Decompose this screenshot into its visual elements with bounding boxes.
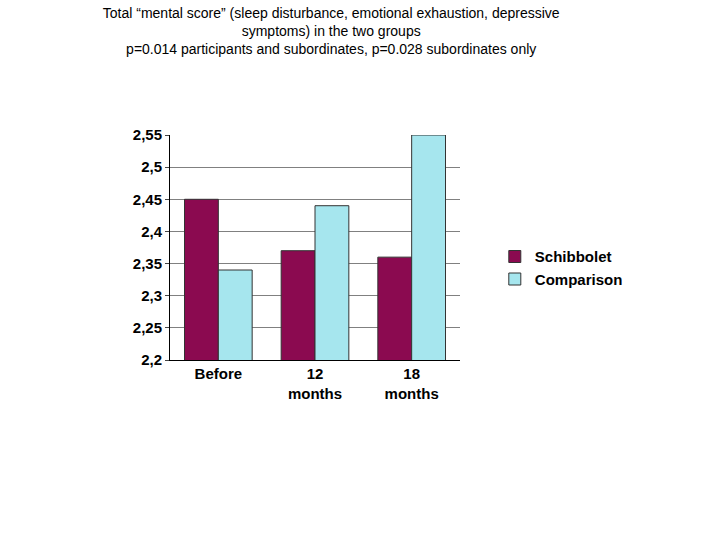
svg-text:2,5: 2,5 [141, 158, 162, 175]
svg-text:Before: Before [195, 365, 243, 382]
svg-text:2,3: 2,3 [141, 287, 162, 304]
svg-text:Comparison: Comparison [535, 271, 623, 288]
svg-text:2,35: 2,35 [133, 255, 162, 272]
svg-text:2,2: 2,2 [141, 351, 162, 368]
svg-text:Total “mental score” (sleep di: Total “mental score” (sleep disturbance,… [103, 5, 560, 57]
svg-text:2,45: 2,45 [133, 191, 162, 208]
svg-text:2,25: 2,25 [133, 319, 162, 336]
svg-text:Schibbolet: Schibbolet [535, 248, 612, 265]
svg-text:2,55: 2,55 [133, 126, 162, 143]
svg-text:2,4: 2,4 [141, 223, 163, 240]
svg-text:12months: 12months [288, 365, 342, 402]
svg-text:18months: 18months [385, 365, 439, 402]
